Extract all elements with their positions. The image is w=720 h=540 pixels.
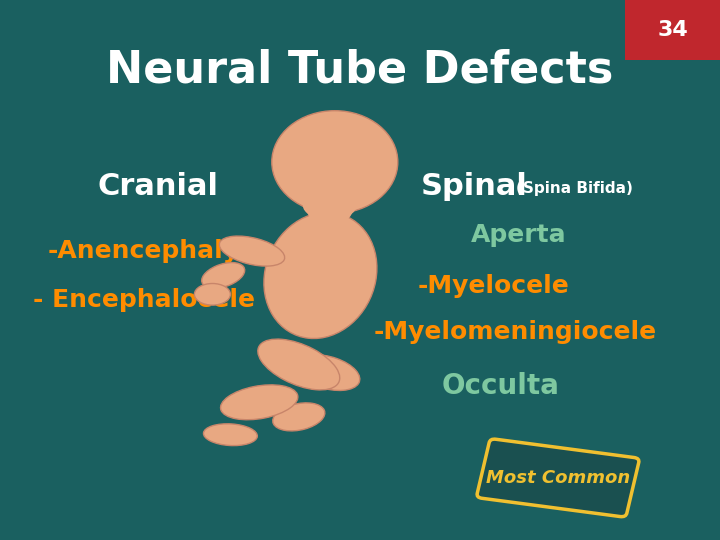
Ellipse shape [307, 190, 353, 226]
FancyBboxPatch shape [625, 0, 720, 60]
Text: Occulta: Occulta [441, 372, 559, 400]
Ellipse shape [220, 385, 298, 420]
Text: Spinal: Spinal [421, 172, 528, 201]
Text: (Spina Bifida): (Spina Bifida) [516, 181, 633, 197]
Text: Aperta: Aperta [471, 223, 566, 247]
Text: Most Common: Most Common [486, 469, 630, 487]
Text: Neural Tube Defects: Neural Tube Defects [107, 49, 613, 92]
Text: 34: 34 [657, 20, 688, 40]
Text: - Encephalocele: - Encephalocele [33, 288, 255, 312]
Text: -Myelocele: -Myelocele [418, 274, 569, 298]
Ellipse shape [204, 424, 257, 446]
Ellipse shape [194, 284, 230, 305]
Ellipse shape [220, 236, 284, 266]
Text: -Anencephaly: -Anencephaly [48, 239, 240, 263]
Ellipse shape [273, 403, 325, 431]
Ellipse shape [295, 355, 360, 390]
Ellipse shape [271, 111, 397, 213]
Text: Cranial: Cranial [98, 172, 219, 201]
Ellipse shape [202, 262, 245, 288]
Ellipse shape [264, 212, 377, 339]
Text: -Myelomeningiocele: -Myelomeningiocele [373, 320, 657, 344]
FancyBboxPatch shape [477, 439, 639, 517]
Ellipse shape [302, 190, 357, 220]
Ellipse shape [258, 339, 340, 390]
